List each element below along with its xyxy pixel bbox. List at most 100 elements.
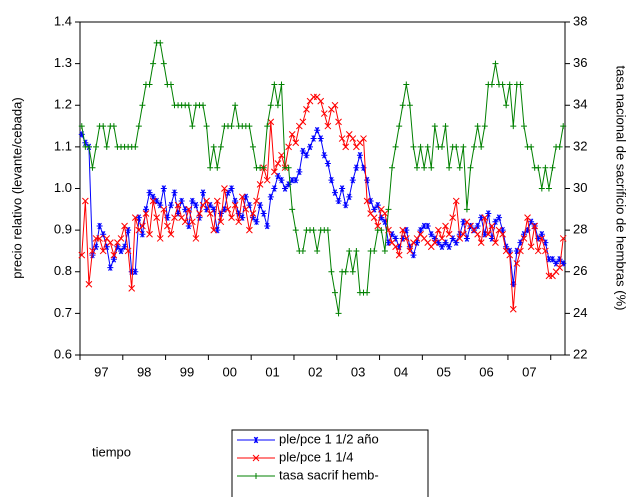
- data-marker: [267, 118, 275, 126]
- data-marker: [549, 164, 556, 171]
- data-marker: [282, 185, 289, 192]
- data-marker: [417, 143, 424, 150]
- data-marker: [124, 247, 132, 255]
- data-marker: [285, 143, 292, 151]
- data-marker: [156, 235, 164, 242]
- data-marker: [442, 239, 449, 246]
- data-marker: [477, 239, 485, 246]
- data-marker: [164, 214, 171, 221]
- data-marker: [106, 239, 114, 246]
- data-marker: [110, 123, 117, 130]
- data-marker: [274, 160, 282, 167]
- data-marker: [535, 164, 542, 171]
- data-marker: [189, 123, 196, 130]
- data-marker: [406, 243, 413, 251]
- data-marker: [178, 197, 185, 205]
- y-axis-label: precio relativo (levante/cebada): [9, 97, 24, 278]
- data-marker: [164, 222, 171, 230]
- legend-box: [231, 429, 429, 497]
- data-marker: [424, 222, 431, 230]
- data-marker: [296, 168, 303, 176]
- legend-marker: [252, 454, 260, 462]
- data-marker: [535, 235, 542, 242]
- data-marker: [360, 135, 367, 142]
- x-tick-label: 04: [394, 364, 408, 379]
- y-tick-label: 0.7: [54, 305, 72, 320]
- data-marker: [385, 206, 392, 213]
- data-marker: [524, 214, 531, 221]
- data-marker: [263, 176, 271, 184]
- data-marker: [189, 197, 196, 205]
- data-marker: [509, 305, 517, 313]
- data-marker: [370, 214, 378, 221]
- data-marker: [292, 176, 299, 184]
- y2-axis-label: tasa nacional de sacrificio de hembras (…: [614, 66, 629, 311]
- data-marker: [438, 143, 445, 150]
- x-tick-label: 00: [223, 364, 237, 379]
- data-marker: [142, 210, 150, 217]
- data-marker: [488, 222, 496, 230]
- data-marker: [442, 222, 449, 230]
- data-marker: [249, 143, 256, 150]
- y-tick-label: 0.9: [54, 222, 72, 237]
- data-marker: [531, 222, 539, 230]
- data-marker: [196, 214, 203, 221]
- data-marker: [210, 226, 218, 234]
- data-marker: [146, 189, 153, 196]
- data-marker: [221, 185, 228, 192]
- data-marker: [117, 235, 125, 242]
- data-marker: [242, 205, 250, 213]
- data-marker: [392, 235, 399, 242]
- data-marker: [157, 201, 164, 209]
- data-marker: [474, 222, 481, 230]
- data-marker: [292, 227, 299, 234]
- data-marker: [392, 243, 399, 251]
- data-marker: [442, 123, 449, 130]
- data-marker: [538, 231, 545, 238]
- data-marker: [96, 235, 103, 242]
- data-marker: [414, 164, 421, 171]
- data-marker: [160, 185, 167, 192]
- data-marker: [228, 123, 235, 130]
- data-marker: [131, 214, 139, 221]
- data-marker: [349, 135, 357, 142]
- data-marker: [93, 143, 100, 150]
- data-marker: [292, 139, 300, 147]
- data-marker: [103, 143, 110, 150]
- data-marker: [110, 256, 117, 263]
- data-marker: [132, 268, 139, 276]
- data-marker: [110, 251, 118, 259]
- data-marker: [139, 102, 146, 109]
- data-marker: [460, 230, 467, 238]
- data-marker: [478, 143, 485, 150]
- data-marker: [414, 239, 421, 246]
- data-marker: [356, 151, 363, 159]
- data-marker: [410, 143, 417, 150]
- data-marker: [403, 226, 410, 234]
- data-marker: [267, 193, 274, 201]
- data-marker: [175, 210, 182, 217]
- data-marker: [446, 164, 453, 171]
- data-marker: [421, 164, 428, 171]
- data-marker: [381, 247, 388, 254]
- data-marker: [167, 230, 175, 238]
- data-marker: [481, 231, 488, 238]
- data-marker: [538, 185, 545, 192]
- data-marker: [118, 247, 125, 255]
- data-marker: [153, 197, 160, 205]
- data-marker: [363, 197, 371, 205]
- data-marker: [517, 247, 524, 255]
- data-marker: [560, 123, 567, 130]
- data-marker: [527, 243, 535, 251]
- data-marker: [449, 235, 456, 242]
- data-marker: [256, 180, 264, 188]
- data-marker: [78, 251, 86, 259]
- series-line: [81, 128, 564, 285]
- data-marker: [545, 256, 552, 263]
- data-marker: [99, 247, 107, 255]
- data-marker: [517, 81, 524, 88]
- data-marker: [528, 218, 535, 226]
- data-marker: [289, 206, 296, 213]
- x-tick-label: 02: [308, 364, 322, 379]
- data-marker: [428, 231, 435, 238]
